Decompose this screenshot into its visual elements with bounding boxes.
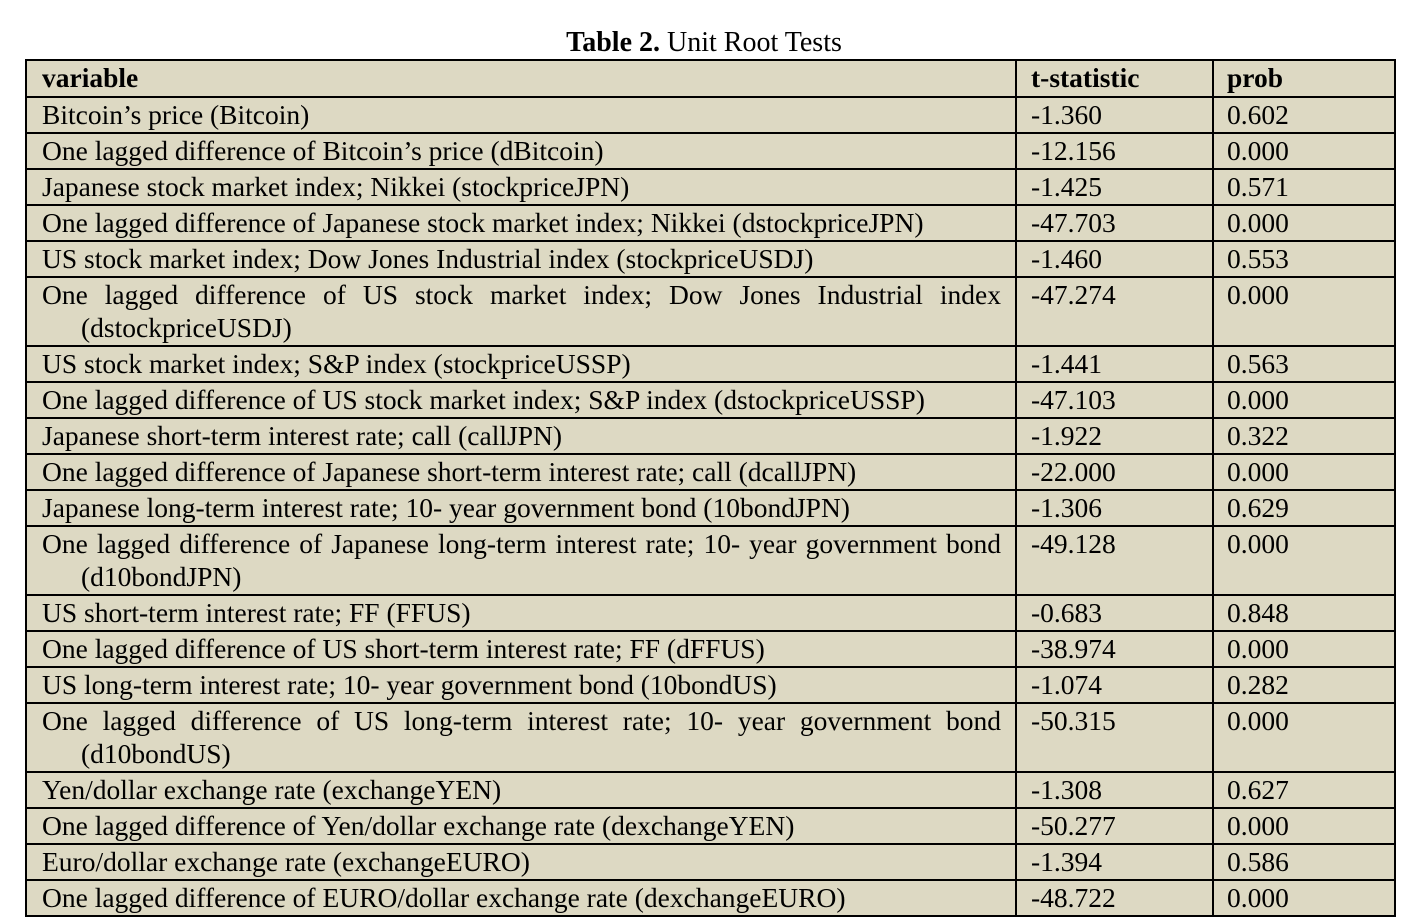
table-row: One lagged difference of Bitcoin’s price… [25,132,1396,170]
t-statistic-cell: -1.460 [1015,240,1214,278]
table-caption-title: Unit Root Tests [660,27,842,58]
variable-cell: One lagged difference of Yen/dollar exch… [25,807,1017,845]
table-row: One lagged difference of Yen/dollar exch… [25,807,1396,845]
prob-cell: 0.571 [1212,168,1396,206]
prob-cell: 0.602 [1212,96,1396,134]
table-row: Yen/dollar exchange rate (exchangeYEN) -1… [25,771,1396,809]
prob-cell: 0.000 [1212,204,1396,242]
table-row: Euro/dollar exchange rate (exchangeEURO)… [25,843,1396,881]
t-statistic-cell: -22.000 [1015,453,1214,491]
prob-cell: 0.000 [1212,630,1396,668]
table-caption: Table 2. Unit Root Tests [0,26,1408,60]
variable-cell: One lagged difference of US short-term i… [25,630,1017,668]
t-statistic-cell: -1.441 [1015,345,1214,383]
variable-cell: One lagged difference of Japanese short-… [25,453,1017,491]
table-row: Japanese long-term interest rate; 10- ye… [25,489,1396,527]
variable-cell: Yen/dollar exchange rate (exchangeYEN) [25,771,1017,809]
unit-root-table: variable t-statistic prob Bitcoin’s pric… [25,59,1396,917]
t-statistic-cell: -48.722 [1015,879,1214,917]
prob-cell: 0.000 [1212,807,1396,845]
column-header-variable: variable [25,59,1017,98]
column-header-t-statistic: t-statistic [1015,59,1214,98]
table-row: One lagged difference of US stock market… [25,381,1396,419]
table-row: US stock market index; Dow Jones Industr… [25,240,1396,278]
t-statistic-cell: -1.074 [1015,666,1214,704]
prob-cell: 0.000 [1212,132,1396,170]
table-row: One lagged difference of Japanese stock … [25,204,1396,242]
table-row: One lagged difference of Japanese long-t… [25,525,1396,596]
prob-cell: 0.282 [1212,666,1396,704]
prob-cell: 0.322 [1212,417,1396,455]
table-row: US stock market index; S&P index (stockp… [25,345,1396,383]
variable-cell: One lagged difference of US long-term in… [25,702,1017,773]
variable-cell: One lagged difference of Bitcoin’s price… [25,132,1017,170]
table-row: US long-term interest rate; 10- year gov… [25,666,1396,704]
prob-cell: 0.848 [1212,594,1396,632]
variable-cell: US stock market index; S&P index (stockp… [25,345,1017,383]
variable-cell: One lagged difference of US stock market… [25,381,1017,419]
prob-cell: 0.000 [1212,525,1396,596]
table-body: Bitcoin’s price (Bitcoin) -1.360 0.602 One … [25,96,1396,917]
variable-cell: Euro/dollar exchange rate (exchangeEURO) [25,843,1017,881]
table-container: variable t-statistic prob Bitcoin’s pric… [25,59,1396,917]
table-row: One lagged difference of US short-term i… [25,630,1396,668]
prob-cell: 0.629 [1212,489,1396,527]
prob-cell: 0.000 [1212,453,1396,491]
t-statistic-cell: -1.308 [1015,771,1214,809]
prob-cell: 0.000 [1212,276,1396,347]
t-statistic-cell: -12.156 [1015,132,1214,170]
prob-cell: 0.000 [1212,702,1396,773]
table-row: Japanese stock market index; Nikkei (sto… [25,168,1396,206]
table-row: One lagged difference of EURO/dollar exc… [25,879,1396,917]
t-statistic-cell: -1.394 [1015,843,1214,881]
table-header-row: variable t-statistic prob [25,59,1396,98]
prob-cell: 0.000 [1212,879,1396,917]
table-row: Bitcoin’s price (Bitcoin) -1.360 0.602 [25,96,1396,134]
t-statistic-cell: -1.360 [1015,96,1214,134]
t-statistic-cell: -50.315 [1015,702,1214,773]
variable-cell: One lagged difference of Japanese stock … [25,204,1017,242]
table-row: US short-term interest rate; FF (FFUS) -0… [25,594,1396,632]
table-caption-label: Table 2. [566,27,660,58]
table-row: One lagged difference of US stock market… [25,276,1396,347]
variable-cell: Japanese short-term interest rate; call … [25,417,1017,455]
t-statistic-cell: -47.103 [1015,381,1214,419]
table-row: One lagged difference of US long-term in… [25,702,1396,773]
t-statistic-cell: -1.922 [1015,417,1214,455]
variable-cell: US long-term interest rate; 10- year gov… [25,666,1017,704]
table-row: Japanese short-term interest rate; call … [25,417,1396,455]
variable-cell: Japanese long-term interest rate; 10- ye… [25,489,1017,527]
t-statistic-cell: -0.683 [1015,594,1214,632]
variable-cell: Bitcoin’s price (Bitcoin) [25,96,1017,134]
t-statistic-cell: -49.128 [1015,525,1214,596]
variable-cell: Japanese stock market index; Nikkei (sto… [25,168,1017,206]
variable-cell: US short-term interest rate; FF (FFUS) [25,594,1017,632]
prob-cell: 0.627 [1212,771,1396,809]
column-header-prob: prob [1212,59,1396,98]
t-statistic-cell: -1.306 [1015,489,1214,527]
prob-cell: 0.553 [1212,240,1396,278]
t-statistic-cell: -50.277 [1015,807,1214,845]
prob-cell: 0.563 [1212,345,1396,383]
prob-cell: 0.586 [1212,843,1396,881]
variable-cell: One lagged difference of US stock market… [25,276,1017,347]
t-statistic-cell: -38.974 [1015,630,1214,668]
t-statistic-cell: -47.703 [1015,204,1214,242]
variable-cell: US stock market index; Dow Jones Industr… [25,240,1017,278]
variable-cell: One lagged difference of Japanese long-t… [25,525,1017,596]
table-row: One lagged difference of Japanese short-… [25,453,1396,491]
variable-cell: One lagged difference of EURO/dollar exc… [25,879,1017,917]
t-statistic-cell: -47.274 [1015,276,1214,347]
prob-cell: 0.000 [1212,381,1396,419]
t-statistic-cell: -1.425 [1015,168,1214,206]
